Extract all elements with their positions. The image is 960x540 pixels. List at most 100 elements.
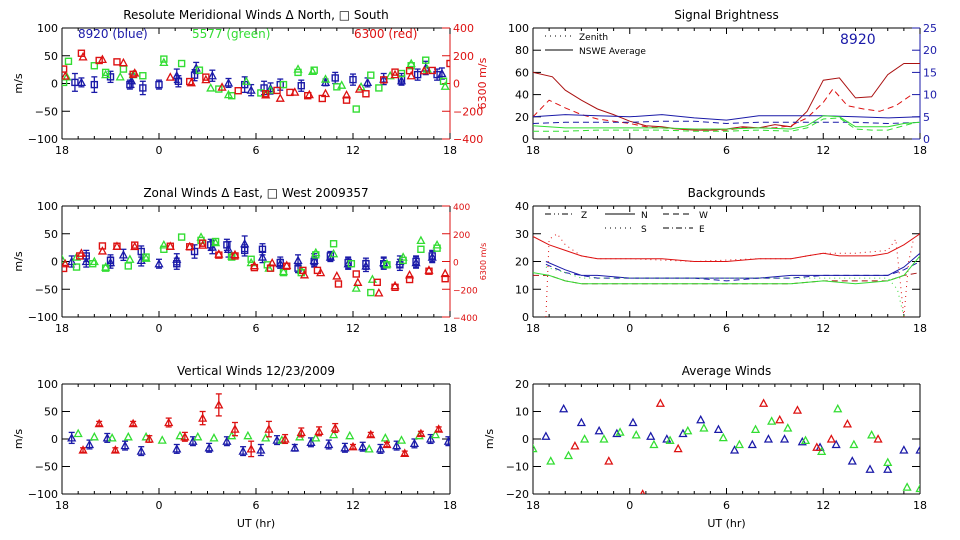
triangle-marker [277, 435, 287, 444]
square-marker [247, 255, 255, 263]
square-marker [294, 68, 302, 77]
y-axis-label: m/s [12, 73, 25, 93]
triangle-marker [62, 254, 67, 263]
data-point [264, 420, 274, 438]
triangle-marker [62, 71, 70, 80]
data-point [399, 256, 407, 265]
triangle-marker [443, 436, 450, 445]
square-marker [90, 80, 99, 89]
square-marker [286, 88, 294, 97]
data-point [97, 246, 108, 255]
data-point [713, 424, 724, 434]
triangle-marker [559, 403, 569, 413]
square-marker [375, 84, 383, 92]
legend-label: Z [581, 211, 587, 221]
data-point [210, 237, 221, 247]
triangle-marker [734, 439, 744, 449]
y-tick-label: 0 [51, 78, 58, 91]
triangle-marker [102, 433, 112, 442]
square-marker [362, 260, 370, 268]
x-tick-label: 18 [443, 499, 457, 512]
y2-tick-label: 0 [923, 133, 930, 146]
triangle-marker [354, 84, 365, 93]
data-point [257, 89, 265, 97]
data-point [312, 251, 320, 259]
square-marker [95, 56, 103, 65]
data-point [541, 431, 551, 440]
data-point [215, 251, 223, 259]
data-point [125, 254, 135, 263]
data-point [310, 66, 318, 74]
triangle-marker [628, 417, 638, 427]
triangle-marker [440, 268, 450, 278]
data-point [396, 435, 407, 444]
triangle-marker [580, 434, 590, 443]
square-marker [139, 84, 147, 92]
data-point [67, 431, 77, 445]
triangle-marker [201, 74, 211, 84]
y-tick-label: 80 [515, 44, 529, 57]
triangle-marker [207, 70, 217, 80]
triangle-marker [275, 93, 285, 102]
triangle-marker [826, 434, 836, 443]
panel-zonal: Zonal Winds Δ East, □ West 2009357 18 0 6 1… [12, 186, 488, 335]
data-point [139, 80, 147, 96]
data-point [71, 72, 79, 92]
data-point [763, 434, 774, 443]
data-point [729, 445, 740, 454]
data-point [326, 250, 335, 262]
square-marker [273, 86, 281, 95]
triangle-marker [375, 444, 386, 453]
triangle-marker [125, 254, 135, 263]
data-point [352, 270, 360, 278]
x-tick-label: 18 [443, 322, 457, 335]
data-point [231, 252, 239, 260]
square-marker [441, 275, 449, 283]
data-point [604, 456, 614, 465]
y-tick-label: 100 [508, 22, 529, 35]
data-point [273, 86, 281, 95]
data-point [215, 85, 223, 93]
triangle-marker [416, 235, 426, 245]
triangle-marker [136, 446, 146, 455]
x-tick-label: 12 [816, 144, 830, 157]
data-point [124, 262, 132, 270]
data-point [89, 260, 97, 268]
y-axis-label: m/s [483, 429, 496, 449]
triangle-marker [374, 287, 384, 297]
square-marker [367, 288, 375, 297]
y-tick-label: 10 [515, 283, 529, 296]
square-marker [106, 256, 115, 265]
data-point [329, 248, 339, 258]
triangle-marker [899, 445, 909, 454]
square-marker [173, 260, 181, 268]
square-marker [349, 75, 357, 84]
data-point [202, 73, 210, 81]
triangle-marker [915, 483, 920, 493]
data-point [599, 434, 609, 443]
square-marker [250, 263, 259, 272]
square-marker [211, 237, 220, 246]
y-tick-label: −100 [28, 311, 58, 324]
triangle-marker [198, 413, 208, 422]
triangle-marker [290, 442, 300, 452]
annotation-blue: 8920 (blue) [78, 27, 148, 41]
triangle-marker [615, 427, 625, 436]
square-marker [234, 87, 242, 95]
triangle-marker [379, 74, 389, 83]
data-point [330, 422, 340, 434]
data-point [699, 423, 709, 432]
data-point [440, 268, 450, 278]
triangle-marker [817, 446, 827, 456]
data-point [238, 446, 248, 457]
square-marker [106, 73, 115, 81]
triangle-marker [640, 489, 646, 494]
legend-label: NSWE Average [579, 47, 646, 57]
triangle-marker [67, 433, 77, 442]
square-marker [433, 70, 441, 79]
triangle-marker [306, 437, 316, 446]
square-marker [240, 246, 249, 255]
x-tick-label: 0 [626, 144, 633, 157]
triangle-marker [198, 240, 208, 249]
